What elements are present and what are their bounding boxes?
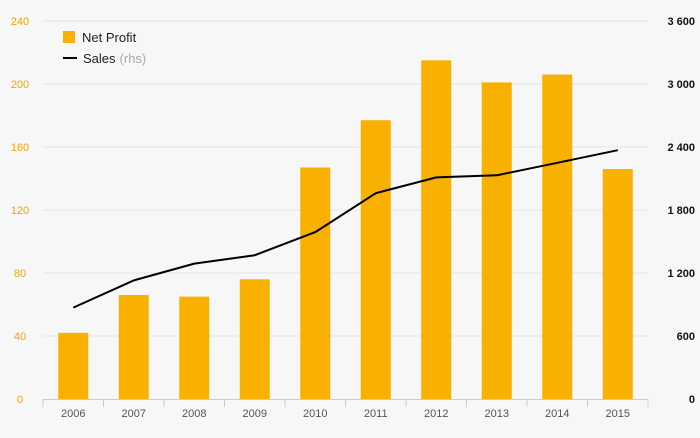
x-tick-label: 2006 <box>61 408 85 420</box>
x-tick-label: 2015 <box>606 408 630 420</box>
y-right-tick-label: 1 800 <box>667 205 695 217</box>
y-right-tick-label: 1 200 <box>667 268 695 280</box>
legend-note-rhs: (rhs) <box>119 50 147 66</box>
y-left-tick-label: 200 <box>11 79 29 91</box>
legend-swatch-bar <box>63 31 75 43</box>
bar-net-profit-2011 <box>360 120 391 399</box>
bar-net-profit-2013 <box>481 82 512 400</box>
y-left-tick-label: 80 <box>14 268 26 280</box>
bar-net-profit-2014 <box>542 74 573 400</box>
legend: Net Profit Sales (rhs) <box>63 27 146 69</box>
y-left-tick-label: 240 <box>11 16 29 28</box>
line-sales <box>72 149 619 309</box>
y-right-tick-label: 0 <box>689 394 695 406</box>
y-left-tick-label: 120 <box>11 205 29 217</box>
x-tick-label: 2009 <box>243 408 267 420</box>
bar-net-profit-2006 <box>58 332 89 399</box>
x-tick-label: 2014 <box>545 408 569 420</box>
x-tick-label: 2007 <box>122 408 146 420</box>
legend-swatch-line <box>63 57 77 59</box>
bar-net-profit-2008 <box>179 296 210 399</box>
legend-label-net-profit: Net Profit <box>82 29 137 45</box>
legend-item-net-profit: Net Profit <box>63 27 146 47</box>
bar-net-profit-2009 <box>239 279 270 399</box>
y-right-tick-label: 3 000 <box>667 79 695 91</box>
x-tick-label: 2012 <box>424 408 448 420</box>
y-right-tick-label: 2 400 <box>667 142 695 154</box>
y-right-tick-label: 3 600 <box>667 16 695 28</box>
bar-net-profit-2012 <box>421 60 452 399</box>
y-left-tick-label: 160 <box>11 142 29 154</box>
bar-net-profit-2010 <box>300 167 331 399</box>
bar-net-profit-2007 <box>118 295 149 399</box>
x-tick-label: 2013 <box>485 408 509 420</box>
x-tick-label: 2008 <box>182 408 206 420</box>
x-tick-label: 2011 <box>364 408 388 420</box>
bar-net-profit-2015 <box>602 169 633 399</box>
legend-item-sales: Sales (rhs) <box>63 48 146 68</box>
x-tick-label: 2010 <box>303 408 327 420</box>
legend-label-sales: Sales <box>83 50 116 66</box>
y-right-tick-label: 600 <box>677 331 695 343</box>
y-left-tick-label: 40 <box>14 331 26 343</box>
y-left-tick-label: 0 <box>17 394 23 406</box>
